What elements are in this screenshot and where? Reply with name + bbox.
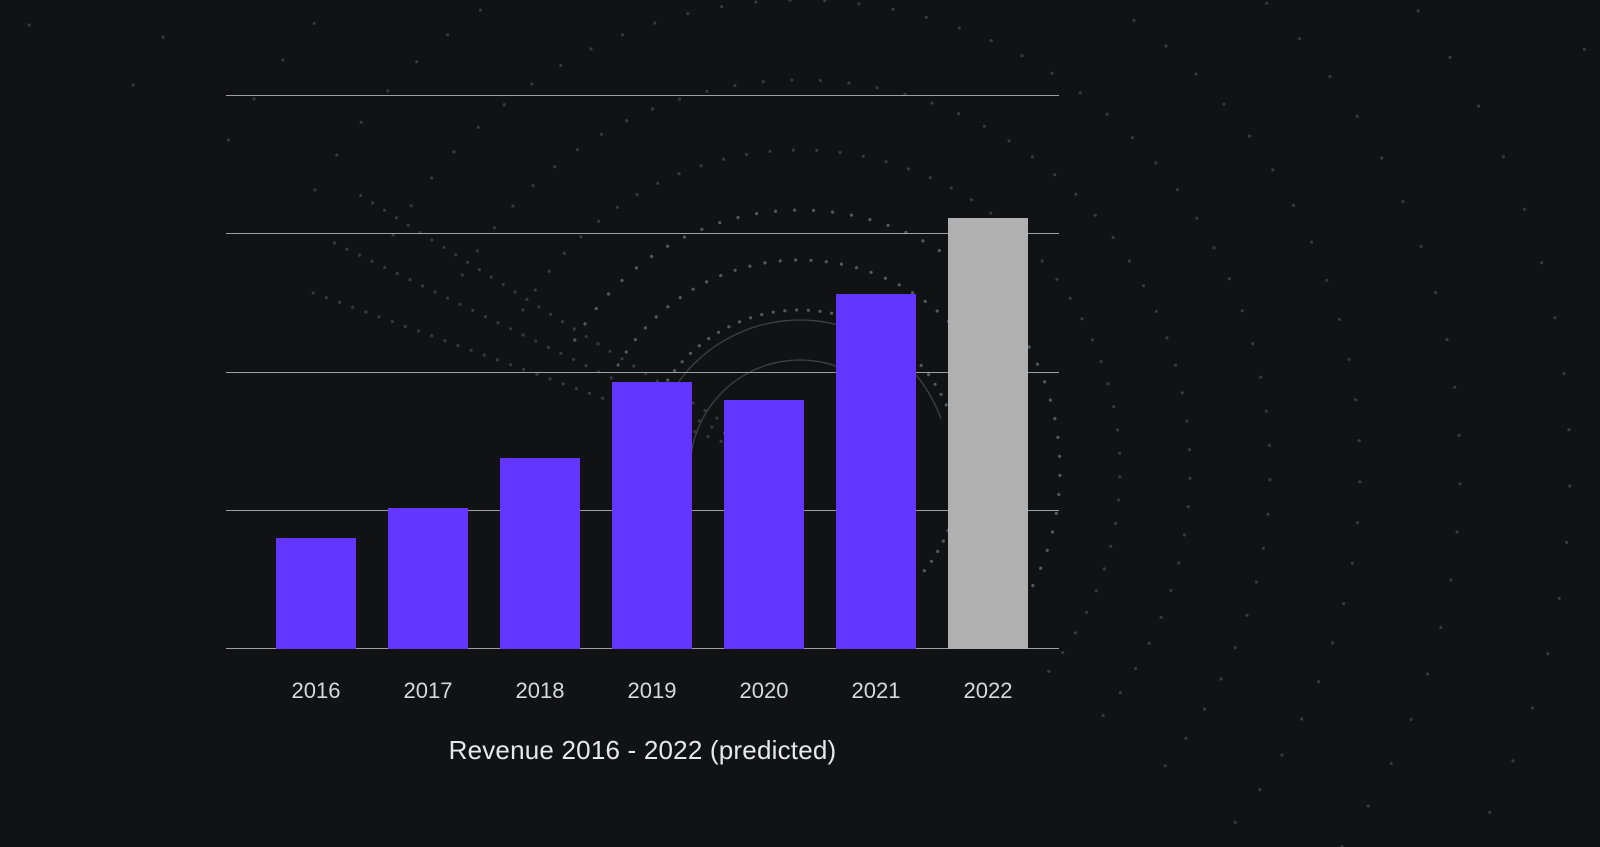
x-axis-label: 2020 — [740, 678, 789, 704]
x-axis-label: 2016 — [292, 678, 341, 704]
chart-bars — [276, 96, 1059, 649]
bar-2017 — [388, 508, 468, 649]
x-axis-label: 2019 — [628, 678, 677, 704]
x-axis-label: 2022 — [964, 678, 1013, 704]
bar-2021 — [836, 294, 916, 649]
chart-title: Revenue 2016 - 2022 (predicted) — [226, 735, 1059, 766]
bar-2022 — [948, 218, 1028, 649]
x-axis-label: 2018 — [516, 678, 565, 704]
bar-2019 — [612, 382, 692, 649]
bar-2020 — [724, 400, 804, 649]
bar-2018 — [500, 458, 580, 649]
x-axis-label: 2021 — [852, 678, 901, 704]
revenue-bar-chart — [226, 96, 1059, 649]
x-axis-label: 2017 — [404, 678, 453, 704]
chart-x-axis-labels: 2016 2017 2018 2019 2020 2021 2022 — [276, 678, 1059, 708]
bar-2016 — [276, 538, 356, 649]
